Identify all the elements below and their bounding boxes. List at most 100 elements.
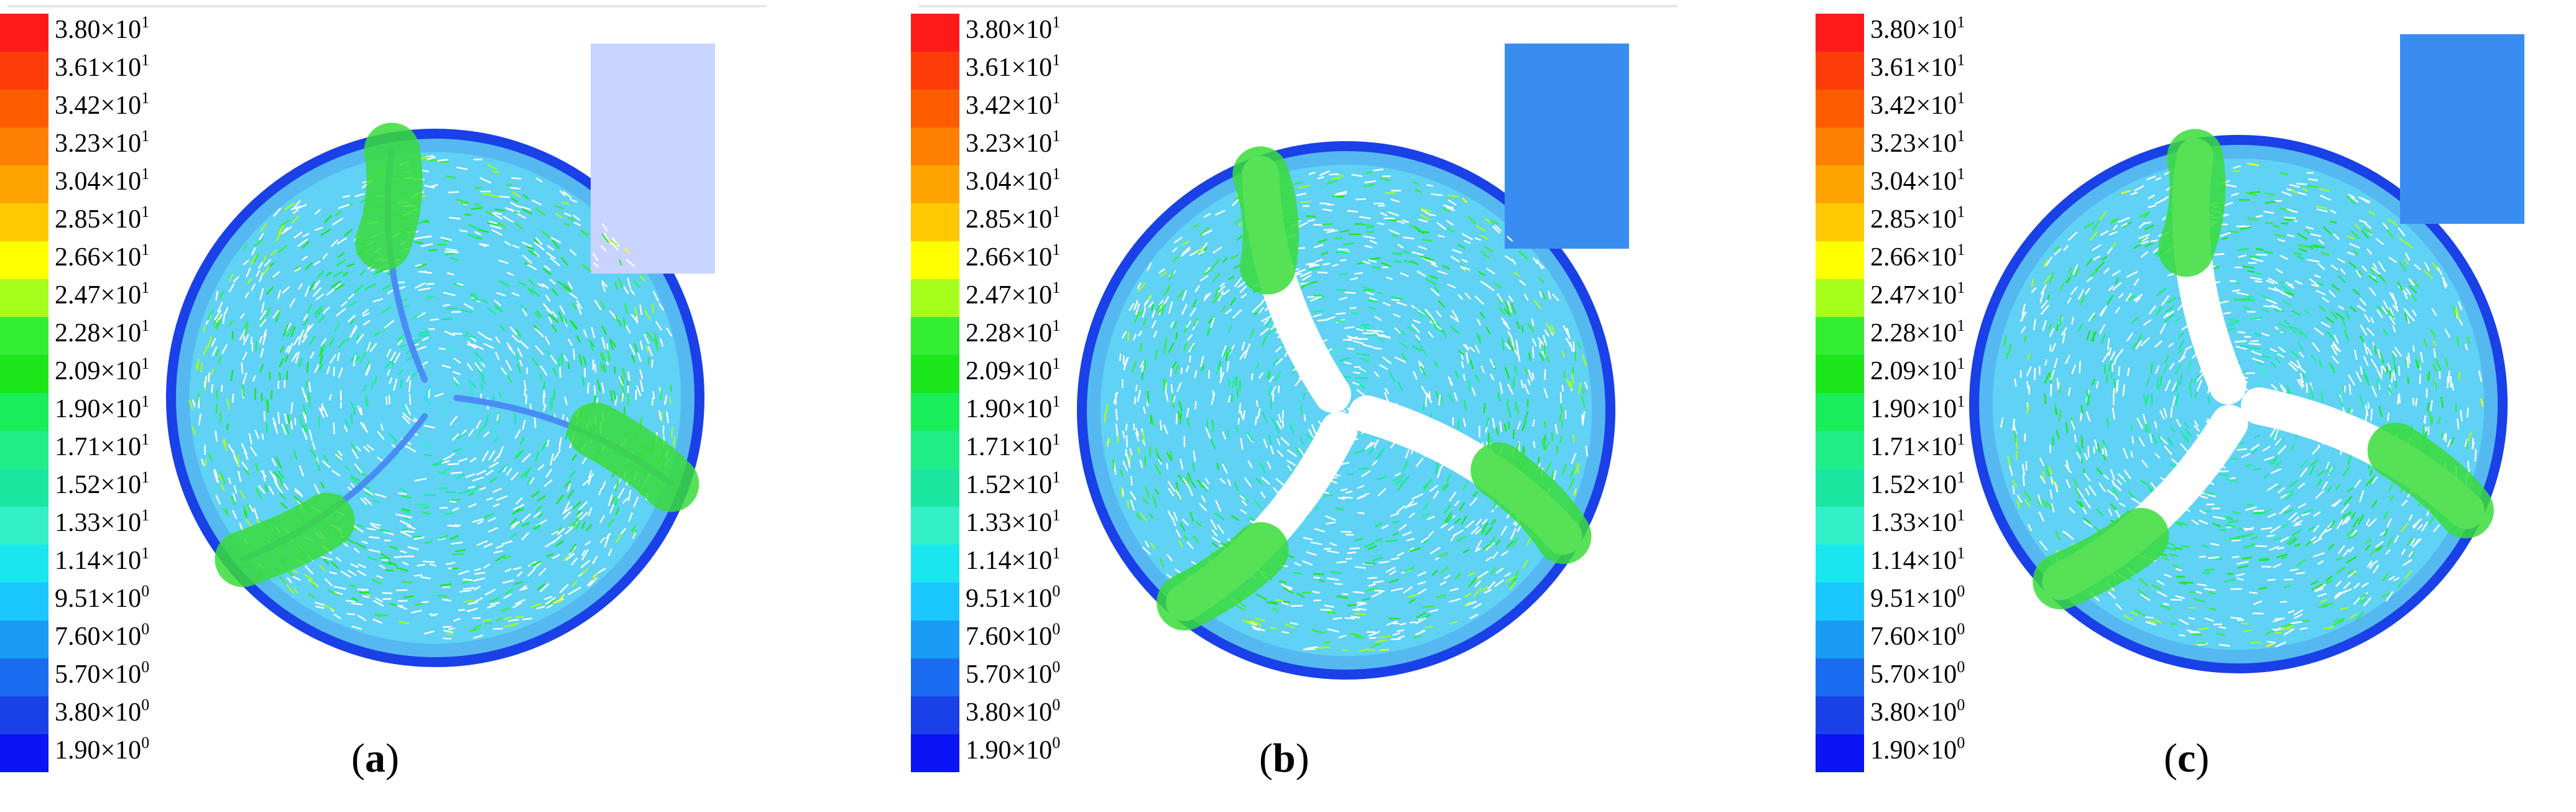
velocity-vector <box>1194 401 1197 410</box>
velocity-vector <box>2315 444 2320 451</box>
velocity-vector <box>269 470 274 477</box>
velocity-vector <box>2235 573 2245 577</box>
velocity-vector <box>607 519 614 527</box>
velocity-vector <box>1468 578 1477 588</box>
velocity-vector <box>1188 485 1194 496</box>
velocity-vector <box>480 376 486 385</box>
velocity-vector <box>326 288 335 296</box>
velocity-vector <box>2284 492 2294 501</box>
velocity-vector <box>1231 377 1235 389</box>
legend-swatch <box>1816 14 1864 52</box>
velocity-vector <box>1475 224 1486 233</box>
velocity-vector <box>1140 365 1145 373</box>
velocity-vector <box>389 377 393 384</box>
velocity-vector <box>620 383 626 395</box>
legend-row: 3.23×101 <box>911 127 1178 165</box>
velocity-vector <box>2258 368 2269 372</box>
velocity-vector <box>2309 278 2319 287</box>
velocity-vector <box>450 257 459 262</box>
velocity-vector <box>2361 265 2368 272</box>
velocity-vector <box>601 382 605 394</box>
velocity-vector <box>2268 277 2278 284</box>
velocity-vector <box>522 308 528 316</box>
velocity-vector <box>474 187 482 189</box>
velocity-vector <box>543 404 547 412</box>
velocity-vector <box>2383 300 2389 310</box>
velocity-vector <box>1541 292 1546 300</box>
velocity-vector <box>1323 645 1331 648</box>
legend-row: 3.42×101 <box>911 90 1178 127</box>
velocity-vector <box>2279 254 2288 260</box>
velocity-vector <box>1474 237 1482 241</box>
velocity-vector <box>1354 537 1364 542</box>
velocity-vector <box>1512 570 1520 582</box>
velocity-vector <box>1182 478 1189 486</box>
velocity-vector <box>565 430 569 440</box>
velocity-vector <box>567 338 573 346</box>
velocity-vector <box>1172 256 1179 262</box>
legend-row: 2.85×101 <box>0 203 267 241</box>
velocity-vector <box>261 433 264 440</box>
velocity-vector <box>1166 451 1173 461</box>
velocity-vector <box>2094 439 2098 450</box>
velocity-vector <box>1450 325 1460 334</box>
velocity-vector <box>453 358 461 364</box>
velocity-vector <box>1538 277 1545 284</box>
legend-row: 3.04×101 <box>911 165 1178 203</box>
velocity-vector <box>242 505 249 516</box>
velocity-vector <box>522 194 529 200</box>
velocity-vector <box>2059 283 2064 291</box>
velocity-vector <box>601 282 606 292</box>
velocity-vector <box>1135 384 1138 392</box>
velocity-vector <box>1227 395 1231 403</box>
velocity-vector <box>219 412 222 423</box>
velocity-vector <box>2141 459 2149 468</box>
velocity-vector <box>1162 379 1166 389</box>
velocity-vector <box>2360 366 2363 375</box>
velocity-vector <box>1115 423 1119 436</box>
velocity-vector <box>2164 379 2171 392</box>
velocity-vector <box>2302 188 2309 192</box>
velocity-vector <box>2332 341 2341 353</box>
velocity-vector <box>1378 338 1385 343</box>
velocity-vector <box>228 320 233 326</box>
velocity-vector <box>2264 251 2273 254</box>
velocity-vector <box>510 522 518 527</box>
velocity-vector <box>2175 381 2179 392</box>
velocity-vector <box>1365 292 1375 296</box>
velocity-vector <box>305 381 308 389</box>
velocity-vector <box>2237 448 2248 451</box>
velocity-vector <box>2197 583 2207 587</box>
velocity-vector <box>1485 556 1492 562</box>
velocity-vector <box>241 362 244 374</box>
velocity-vector <box>2200 495 2209 499</box>
velocity-vector <box>542 303 552 313</box>
velocity-vector <box>2138 236 2147 243</box>
velocity-vector <box>1460 265 1470 271</box>
velocity-vector <box>2049 328 2055 338</box>
velocity-vector <box>1214 512 1225 520</box>
velocity-vector <box>1413 319 1421 324</box>
velocity-vector <box>453 617 461 622</box>
velocity-vector <box>2015 451 2018 461</box>
velocity-vector <box>2154 365 2160 374</box>
velocity-vector <box>1474 579 1482 588</box>
legend-row: 3.80×100 <box>911 696 1178 734</box>
velocity-vector <box>242 334 249 346</box>
velocity-vector <box>2322 226 2332 235</box>
velocity-vector <box>624 248 630 254</box>
velocity-vector <box>644 310 651 320</box>
velocity-vector <box>286 576 292 584</box>
velocity-vector <box>1265 316 1273 328</box>
velocity-vector <box>2150 363 2153 374</box>
velocity-vector <box>2353 597 2361 606</box>
velocity-vector <box>1380 212 1388 217</box>
velocity-vector <box>2266 298 2278 305</box>
velocity-vector <box>1263 318 1269 325</box>
velocity-vector <box>1272 607 1279 612</box>
velocity-vector <box>2096 467 2103 476</box>
velocity-vector <box>666 327 673 337</box>
velocity-vector <box>1135 428 1140 436</box>
velocity-vector <box>2417 524 2423 530</box>
velocity-vector <box>484 588 496 596</box>
